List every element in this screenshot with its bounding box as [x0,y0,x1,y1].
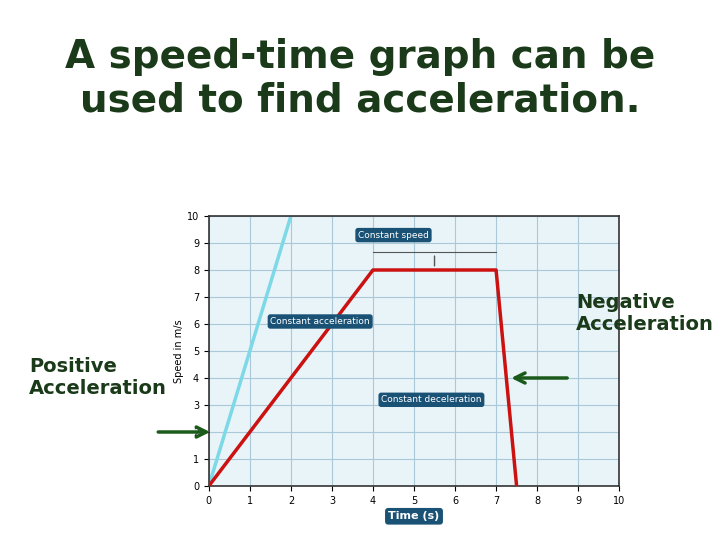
Text: Positive
Acceleration: Positive Acceleration [29,357,166,399]
Text: Constant acceleration: Constant acceleration [271,317,370,326]
Text: A speed-time graph can be
used to find acceleration.: A speed-time graph can be used to find a… [65,38,655,120]
Text: Constant deceleration: Constant deceleration [381,395,482,404]
Text: Negative
Acceleration: Negative Acceleration [576,293,714,334]
Text: Constant speed: Constant speed [358,231,429,240]
X-axis label: Time (s): Time (s) [388,511,440,521]
Y-axis label: Speed in m/s: Speed in m/s [174,319,184,383]
